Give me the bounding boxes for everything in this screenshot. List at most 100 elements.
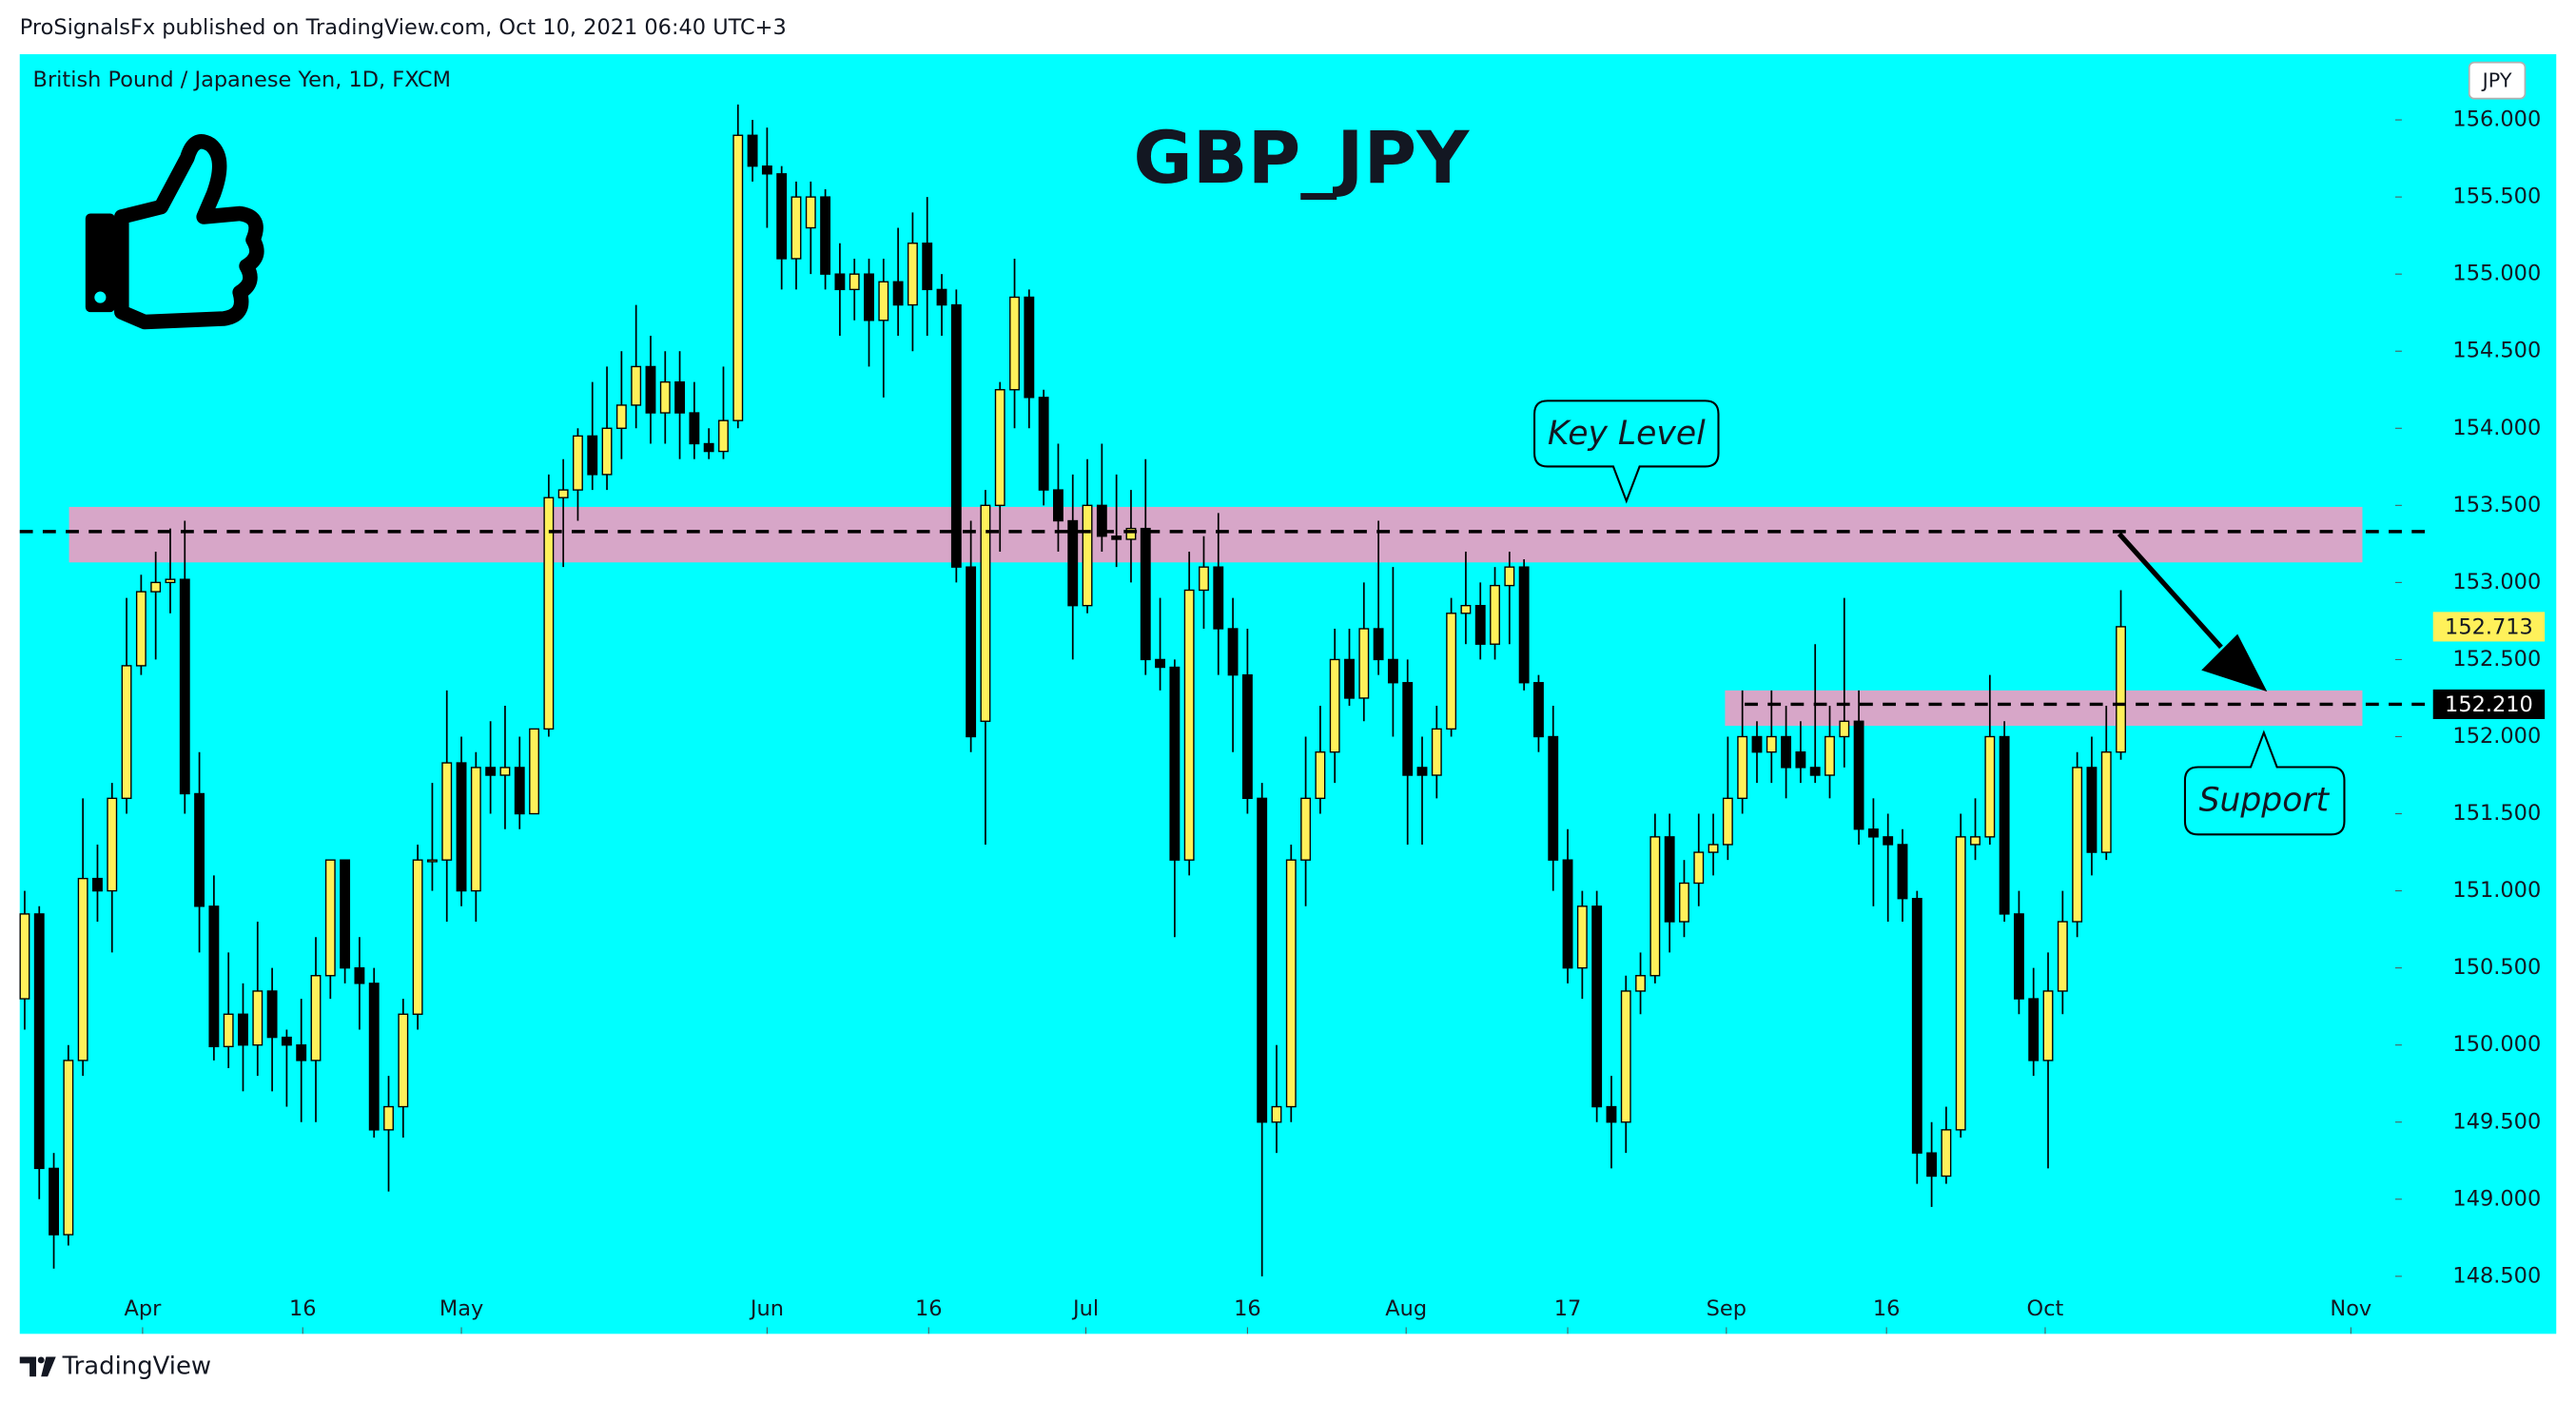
candle-body: [1285, 859, 1297, 1108]
candle-body: [1257, 797, 1268, 1123]
levels: [19, 530, 2429, 707]
axes: 152.210 148.500 149.000 149.500 150.000 150.5…: [124, 107, 2546, 1334]
candle-body: [1722, 797, 1733, 846]
candle-body: [761, 165, 772, 175]
candle-body: [63, 1060, 74, 1236]
x-tick-label: Aug: [1385, 1296, 1427, 1321]
level-price-label: 152.210: [2445, 692, 2533, 717]
candle-body: [1038, 397, 1049, 491]
candle-body: [238, 1013, 248, 1046]
arrow: [2117, 532, 2268, 692]
candle-body: [1679, 882, 1689, 923]
candle-body: [179, 578, 190, 795]
y-tick-label: 149.500: [2452, 1109, 2541, 1134]
candle-body: [441, 762, 453, 861]
candle-body: [907, 243, 918, 306]
candle-body: [1199, 566, 1209, 592]
key-level-callout: [1533, 399, 1720, 504]
candle-body: [1241, 673, 1253, 800]
x-tick-label: 16: [289, 1296, 317, 1321]
candle-body: [1620, 990, 1631, 1123]
candle-body: [689, 412, 700, 445]
candle-body: [1766, 735, 1777, 753]
x-tick-label: 16: [915, 1296, 943, 1321]
candle-body: [485, 767, 497, 776]
y-tick-label: 154.500: [2452, 339, 2541, 363]
footer-brand: TradingView: [62, 1352, 211, 1380]
footer-logo: [19, 1356, 56, 1377]
candle-body: [703, 442, 714, 453]
candle-body: [1213, 566, 1224, 630]
candle-body: [398, 1013, 409, 1108]
zone: [1725, 690, 2363, 727]
candle-body: [135, 591, 146, 667]
candle-body: [1082, 504, 1093, 607]
x-tick-label: May: [439, 1296, 483, 1321]
candle-body: [659, 380, 671, 414]
candle-body: [1125, 527, 1137, 540]
candle-body: [834, 273, 846, 291]
candle-body: [1344, 658, 1355, 699]
candle-body: [470, 767, 481, 892]
candle-body: [324, 859, 336, 977]
candle-body: [980, 504, 991, 722]
candle-body: [1562, 859, 1573, 969]
candle-body: [776, 173, 788, 260]
candle-body: [2057, 921, 2068, 992]
key-level-label: Key Level: [1548, 415, 1706, 453]
candle-body: [383, 1105, 394, 1131]
candle-body: [1373, 628, 1384, 661]
x-tick-label: Jul: [1071, 1296, 1099, 1321]
candle-body: [994, 389, 1005, 507]
zones: [68, 506, 2363, 727]
x-tick-label: Oct: [2027, 1296, 2064, 1321]
last-price-box: [2432, 612, 2546, 642]
candle-body: [1941, 1129, 1952, 1178]
y-tick-label: 152.000: [2452, 724, 2541, 749]
candle-body: [121, 665, 132, 800]
y-tick-label: 152.500: [2452, 647, 2541, 672]
candle-body: [1416, 767, 1428, 776]
candle-body: [1446, 613, 1457, 730]
candle-body: [1329, 658, 1340, 753]
candle-body: [936, 288, 947, 306]
candle-body: [1955, 836, 1966, 1131]
x-tick-label: Sep: [1707, 1296, 1747, 1321]
header-text: ProSignalsFx published on TradingView.co…: [20, 15, 787, 40]
x-tick-label: Apr: [124, 1296, 162, 1321]
x-tick-label: 16: [1873, 1296, 1901, 1321]
candle-body: [1809, 767, 1821, 776]
candle-body: [49, 1167, 59, 1236]
candle-body: [1533, 682, 1544, 738]
candle-body: [587, 435, 598, 476]
y-tick-label: 155.000: [2452, 262, 2541, 286]
candle-body: [1649, 836, 1661, 977]
candle-body: [1883, 836, 1894, 846]
candle-body: [1315, 751, 1326, 800]
candle-body: [1781, 735, 1792, 769]
candle-body: [2072, 767, 2083, 923]
candle-body: [412, 859, 423, 1015]
candle-body: [645, 365, 656, 414]
candle-body: [1970, 836, 1981, 846]
candle-body: [892, 281, 904, 306]
candle-body: [252, 990, 263, 1046]
candle-body: [2028, 998, 2039, 1061]
candle-body: [266, 990, 278, 1039]
y-tick-label: 153.000: [2452, 570, 2541, 594]
candle-body: [514, 767, 525, 815]
candle-body: [1096, 504, 1107, 537]
candle-body: [1664, 836, 1675, 923]
candle-body: [950, 303, 962, 568]
candle-body: [1693, 851, 1705, 885]
candle-body: [77, 877, 88, 1061]
x-tick-label: 16: [1234, 1296, 1261, 1321]
candle-body: [107, 797, 118, 892]
support-label: Support: [2199, 781, 2331, 819]
candle-body: [340, 859, 351, 969]
candle-body: [281, 1036, 292, 1046]
candle-body: [1635, 975, 1646, 992]
candle-body: [573, 435, 583, 491]
candle-body: [499, 767, 511, 776]
